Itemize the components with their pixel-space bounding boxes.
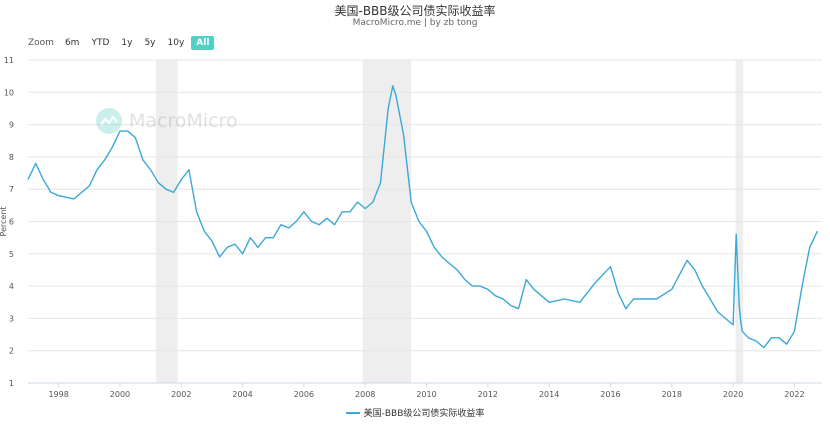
x-tick-label: 2010 bbox=[416, 390, 436, 399]
legend[interactable]: 美国-BBB级公司债实际收益率 bbox=[0, 406, 830, 419]
y-tick-label: 5 bbox=[9, 250, 14, 259]
zoom-all-button[interactable]: All bbox=[191, 36, 215, 50]
zoom-label: Zoom bbox=[28, 38, 54, 48]
x-tick-label: 1998 bbox=[48, 390, 68, 399]
zoom-1y-button[interactable]: 1y bbox=[121, 38, 133, 48]
x-tick-label: 2014 bbox=[539, 390, 559, 399]
x-tick-label: 2012 bbox=[478, 390, 498, 399]
zoom-6m-button[interactable]: 6m bbox=[64, 38, 80, 48]
y-tick-label: 8 bbox=[9, 153, 14, 162]
macromicro-logo-icon bbox=[96, 108, 122, 134]
series-layer bbox=[27, 85, 819, 349]
chart-title: 美国-BBB级公司债实际收益率 bbox=[334, 4, 496, 18]
zoom-5y-button[interactable]: 5y bbox=[144, 38, 156, 48]
chart-subtitle: MacroMicro.me | by zb tong bbox=[352, 18, 478, 28]
y-tick-label: 6 bbox=[9, 218, 14, 227]
series-line bbox=[27, 85, 819, 349]
legend-label: 美国-BBB级公司债实际收益率 bbox=[363, 409, 485, 419]
y-tick-label: 10 bbox=[4, 88, 14, 97]
watermark: MacroMicro bbox=[96, 108, 238, 134]
axes: 1 2 3 4 5 6 7 8 9 10 11 1998 2000 2002 2004 2006 2008 201… bbox=[0, 56, 822, 399]
x-tick-label: 2018 bbox=[662, 390, 682, 399]
x-tick-label: 2000 bbox=[110, 390, 130, 399]
legend-swatch bbox=[345, 411, 360, 414]
y-tick-label: 9 bbox=[9, 121, 14, 130]
x-tick-label: 2016 bbox=[600, 390, 620, 399]
x-tick-label: 2020 bbox=[723, 390, 743, 399]
zoom-ytd-button[interactable]: YTD bbox=[91, 38, 110, 48]
y-tick-label: 4 bbox=[9, 282, 14, 291]
x-tick-label: 2008 bbox=[355, 390, 375, 399]
x-tick-label: 2022 bbox=[784, 390, 804, 399]
x-tick-label: 2006 bbox=[294, 390, 314, 399]
y-tick-label: 2 bbox=[9, 347, 14, 356]
y-axis-title: Percent bbox=[0, 206, 8, 236]
zoom-bar: Zoom 6m YTD 1y 5y 10y All bbox=[28, 36, 216, 50]
y-tick-label: 3 bbox=[9, 314, 14, 323]
x-tick-label: 2002 bbox=[171, 390, 191, 399]
y-tick-label: 11 bbox=[4, 56, 14, 65]
watermark-text: MacroMicro bbox=[129, 110, 238, 132]
zoom-10y-button[interactable]: 10y bbox=[167, 38, 185, 48]
y-tick-label: 7 bbox=[9, 185, 14, 194]
y-tick-label: 1 bbox=[9, 379, 14, 388]
x-tick-label: 2004 bbox=[232, 390, 252, 399]
